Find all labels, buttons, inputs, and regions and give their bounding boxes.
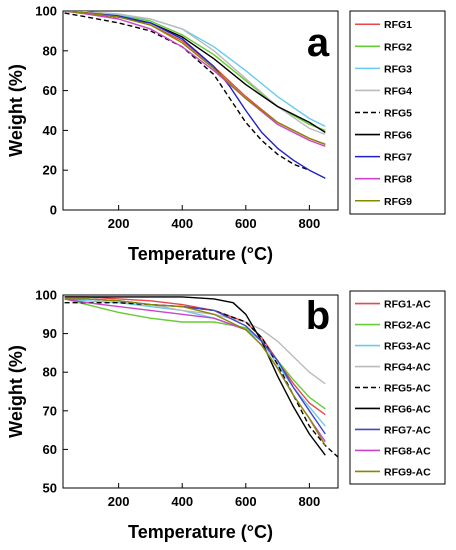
panel-label: b: [306, 294, 330, 338]
y-tick-label: 90: [43, 326, 57, 341]
y-tick-label: 80: [43, 43, 57, 58]
x-tick-label: 200: [108, 494, 130, 509]
series-line-rfg7: [64, 11, 326, 179]
series-line-rfg1-ac: [64, 296, 326, 416]
legend-label: RFG7-AC: [384, 424, 431, 436]
x-tick-label: 400: [171, 216, 193, 231]
series-line-rfg5-ac: [64, 302, 338, 458]
series-line-rfg4: [64, 11, 326, 136]
x-tick-label: 800: [299, 494, 321, 509]
series-line-rfg8: [64, 11, 326, 147]
series-line-rfg9-ac: [64, 298, 326, 446]
legend-label: RFG8-AC: [384, 445, 431, 457]
legend-label: RFG4: [384, 85, 412, 97]
legend-label: RFG9-AC: [384, 466, 431, 478]
legend-label: RFG7: [384, 152, 412, 164]
y-tick-label: 60: [43, 442, 57, 457]
panel-b: 50 60 70 80 90 100 200 400 600 800 b Temperature (°…: [6, 288, 446, 542]
legend-label: RFG6: [384, 130, 412, 142]
y-tick-label: 100: [35, 288, 57, 303]
series-line-rfg5: [64, 12, 310, 171]
x-axis-title: Temperature (°C): [128, 522, 273, 542]
legend-label: RFG6-AC: [384, 403, 431, 415]
y-tick-label: 0: [50, 203, 57, 218]
x-tick-label: 400: [171, 494, 193, 509]
panel-label: a: [307, 21, 330, 65]
y-tick-label: 20: [43, 163, 57, 178]
y-tick-label: 50: [43, 481, 57, 496]
legend-label: RFG5-AC: [384, 383, 431, 395]
legend-label: RFG9: [384, 196, 412, 208]
legend-label: RFG5: [384, 108, 412, 120]
y-axis-title: Weight (%): [6, 345, 26, 438]
legend-label: RFG2: [384, 41, 412, 53]
y-tick-label: 40: [43, 123, 57, 138]
legend-label: RFG2-AC: [384, 320, 431, 332]
y-tick-label: 100: [35, 4, 57, 19]
x-tick-label: 600: [235, 494, 257, 509]
x-tick-label: 600: [235, 216, 257, 231]
y-tick-label: 70: [43, 403, 57, 418]
y-tick-label: 60: [43, 83, 57, 98]
legend-label: RFG1: [384, 19, 412, 31]
series-line-rfg2-ac: [64, 298, 326, 410]
plot-area: [62, 10, 339, 211]
legend-label: RFG8: [384, 174, 412, 186]
x-axis-title: Temperature (°C): [128, 244, 273, 264]
series-line-rfg6-ac: [64, 296, 326, 456]
x-tick-label: 800: [299, 216, 321, 231]
y-tick-label: 80: [43, 365, 57, 380]
legend-label: RFG3-AC: [384, 341, 431, 353]
legend-label: RFG1-AC: [384, 299, 431, 311]
x-tick-label: 200: [108, 216, 130, 231]
legend-label: RFG4-AC: [384, 362, 431, 374]
series-line-rfg9: [64, 11, 326, 145]
panel-a: 0 20 40 60 80 100 200 400 600 800 a Temperature (°C…: [6, 4, 446, 264]
y-axis-title: Weight (%): [6, 64, 26, 157]
legend-label: RFG3: [384, 63, 412, 75]
